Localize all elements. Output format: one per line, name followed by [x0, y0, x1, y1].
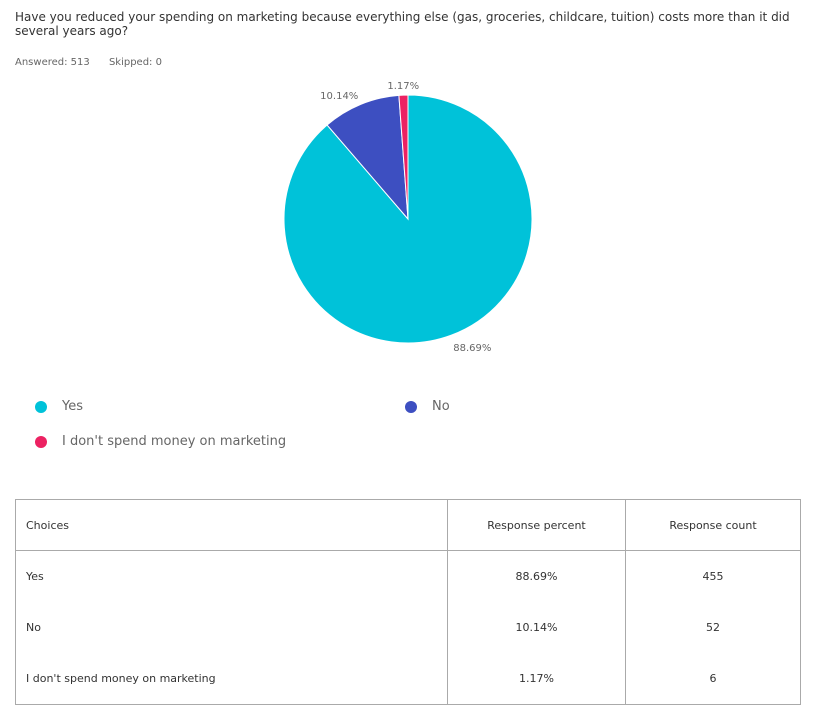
legend-item-no[interactable]: No — [405, 399, 450, 414]
choice-cell: I don't spend money on marketing — [15, 653, 448, 705]
count-cell: 52 — [625, 602, 801, 653]
count-cell: 455 — [625, 550, 801, 602]
legend-item-yes[interactable]: Yes — [35, 399, 83, 414]
table-row: I don't spend money on marketing 1.17% 6 — [15, 653, 801, 705]
answered-count: Answered: 513 — [15, 57, 90, 68]
choice-cell: Yes — [15, 550, 448, 602]
legend-label-no-spend: I don't spend money on marketing — [62, 434, 287, 449]
legend-swatch-no-spend — [35, 435, 47, 448]
pie-label-no: 10.14% — [320, 91, 358, 102]
legend-swatch-yes — [35, 400, 47, 413]
percent-cell: 10.14% — [447, 602, 626, 653]
response-table: Choices Response percent Response count … — [15, 499, 801, 705]
pie-chart: 88.69% 10.14% 1.17% — [283, 81, 533, 354]
legend-swatch-no — [405, 400, 417, 413]
col-header-choices: Choices — [15, 499, 448, 551]
response-stats: Answered: 513 Skipped: 0 — [15, 57, 162, 68]
legend-label-no: No — [432, 399, 450, 414]
table-row: No 10.14% 52 — [15, 602, 801, 653]
pie-slice-no-spend[interactable] — [398, 94, 409, 220]
skipped-count: Skipped: 0 — [108, 57, 162, 68]
percent-cell: 1.17% — [447, 653, 626, 705]
pie-slice-no[interactable] — [326, 94, 409, 221]
choice-cell: No — [15, 602, 448, 653]
pie-label-yes: 88.69% — [453, 343, 491, 354]
col-header-percent: Response percent — [447, 499, 626, 551]
percent-cell: 88.69% — [447, 550, 626, 602]
count-cell: 6 — [625, 653, 801, 705]
legend-label-yes: Yes — [62, 399, 83, 414]
legend-item-no-spend[interactable]: I don't spend money on marketing — [35, 434, 286, 449]
table-header-row: Choices Response percent Response count — [15, 499, 801, 551]
col-header-count: Response count — [625, 499, 801, 551]
table-row: Yes 88.69% 455 — [15, 550, 801, 602]
question-title: Have you reduced your spending on market… — [15, 10, 790, 38]
pie-label-no-spend: 1.17% — [387, 81, 419, 92]
